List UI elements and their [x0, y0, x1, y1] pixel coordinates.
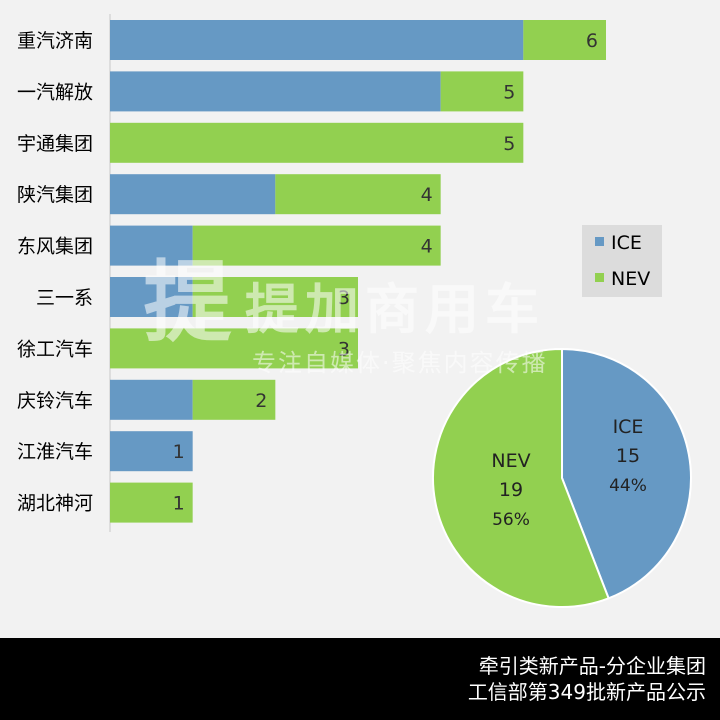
- legend-label-nev: NEV: [611, 268, 650, 290]
- bar-segment-nev: [440, 71, 524, 112]
- bar-total-label: 6: [586, 30, 598, 52]
- pie-slice-nev: [432, 347, 610, 608]
- bar-segment-nev: [275, 174, 441, 215]
- bar-segment-ice: [110, 174, 276, 215]
- category-label: 宇通集团: [17, 133, 93, 155]
- pie-label-name-ice: ICE: [613, 416, 644, 438]
- bar-segment-nev: [110, 328, 358, 369]
- bar-segment-ice: [110, 379, 193, 420]
- category-label: 陕汽集团: [17, 184, 93, 206]
- bar-total-label: 5: [503, 81, 515, 103]
- bar-total-label: 4: [421, 184, 433, 206]
- bar-total-label: 2: [255, 390, 267, 412]
- bar-segment-ice: [110, 71, 441, 112]
- chart-svg: 重汽济南 6 一汽解放 5 宇通集团 5 陕汽集团 4 东风集团 4 三一系 3 徐工汽车 3 庆铃汽车 2 江…: [17, 14, 692, 608]
- pie-label-percent-ice: 44%: [609, 476, 647, 496]
- footer-banner: 牵引类新产品-分企业集团 工信部第349批新产品公示: [0, 638, 720, 720]
- bar-total-label: 5: [503, 133, 515, 155]
- bar-segment-ice: [110, 277, 193, 317]
- bar-segment-nev: [192, 379, 276, 420]
- category-label: 江淮汽车: [17, 441, 93, 463]
- bar-segment-nev: [110, 482, 193, 523]
- pie-label-name-nev: NEV: [491, 450, 530, 472]
- bar-segment-ice: [110, 431, 193, 472]
- pie-slice-ice: [561, 347, 692, 600]
- legend-label-ice: ICE: [611, 232, 642, 254]
- bar-total-label: 1: [173, 493, 185, 515]
- category-label: 东风集团: [17, 236, 93, 258]
- category-label: 庆铃汽车: [17, 390, 93, 412]
- footer-title: 牵引类新产品-分企业集团: [478, 654, 706, 678]
- bar-segment-nev: [523, 20, 606, 60]
- category-label: 三一系: [36, 287, 93, 309]
- bar-segment-nev: [110, 122, 524, 163]
- category-label: 一汽解放: [17, 81, 93, 103]
- category-label: 徐工汽车: [17, 338, 93, 360]
- bar-total-label: 3: [338, 338, 350, 360]
- bar-total-label: 3: [338, 287, 350, 309]
- pie-label-value-nev: 19: [499, 479, 523, 501]
- pie-label-value-ice: 15: [616, 445, 640, 467]
- pie-label-percent-nev: 56%: [492, 510, 530, 530]
- category-label: 湖北神河: [17, 493, 93, 515]
- bar-total-label: 4: [421, 236, 433, 258]
- legend-swatch-nev: [595, 273, 604, 282]
- footer-subtitle: 工信部第349批新产品公示: [467, 680, 706, 704]
- bar-total-label: 1: [173, 441, 185, 463]
- category-label: 重汽济南: [17, 30, 93, 52]
- bar-segment-nev: [192, 225, 441, 266]
- bar-segment-ice: [110, 20, 524, 60]
- bar-segment-ice: [110, 225, 193, 266]
- bar-segment-nev: [192, 277, 358, 317]
- legend-swatch-ice: [595, 237, 604, 246]
